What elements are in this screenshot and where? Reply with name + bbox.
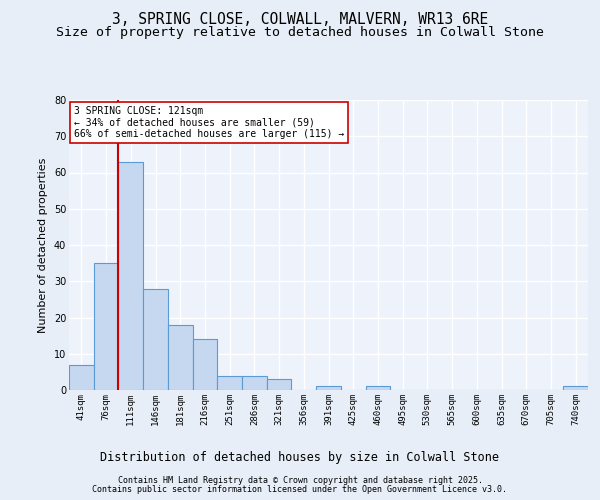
Bar bbox=[563, 386, 588, 390]
Bar bbox=[316, 386, 341, 390]
Bar bbox=[242, 376, 267, 390]
Bar bbox=[143, 288, 168, 390]
Text: Size of property relative to detached houses in Colwall Stone: Size of property relative to detached ho… bbox=[56, 26, 544, 39]
Text: Contains HM Land Registry data © Crown copyright and database right 2025.: Contains HM Land Registry data © Crown c… bbox=[118, 476, 482, 485]
Bar bbox=[217, 376, 242, 390]
Y-axis label: Number of detached properties: Number of detached properties bbox=[38, 158, 48, 332]
Bar bbox=[118, 162, 143, 390]
Bar bbox=[69, 364, 94, 390]
Bar bbox=[193, 339, 217, 390]
Bar bbox=[168, 325, 193, 390]
Text: 3, SPRING CLOSE, COLWALL, MALVERN, WR13 6RE: 3, SPRING CLOSE, COLWALL, MALVERN, WR13 … bbox=[112, 12, 488, 28]
Bar bbox=[94, 263, 118, 390]
Text: Distribution of detached houses by size in Colwall Stone: Distribution of detached houses by size … bbox=[101, 451, 499, 464]
Text: Contains public sector information licensed under the Open Government Licence v3: Contains public sector information licen… bbox=[92, 485, 508, 494]
Text: 3 SPRING CLOSE: 121sqm
← 34% of detached houses are smaller (59)
66% of semi-det: 3 SPRING CLOSE: 121sqm ← 34% of detached… bbox=[74, 106, 344, 139]
Bar bbox=[267, 379, 292, 390]
Bar bbox=[365, 386, 390, 390]
